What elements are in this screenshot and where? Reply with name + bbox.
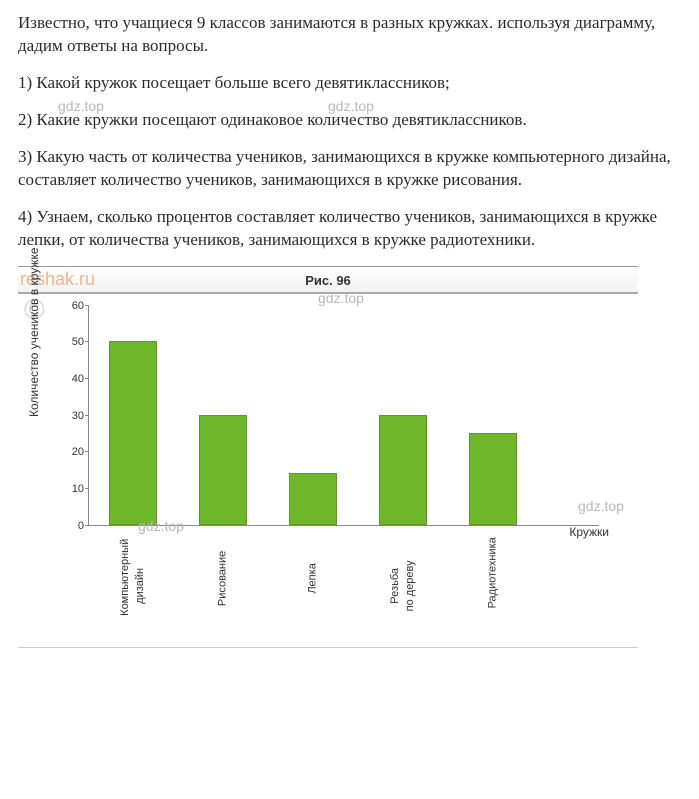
x-category-label: Лепка bbox=[306, 548, 321, 608]
y-tick-mark bbox=[85, 451, 89, 452]
chart-bar bbox=[469, 433, 517, 525]
y-tick-label: 0 bbox=[59, 519, 84, 534]
x-category-label: Радиотехника bbox=[486, 548, 501, 608]
x-category-label: Компьютерный дизайн bbox=[118, 555, 148, 615]
y-tick-label: 50 bbox=[59, 335, 84, 350]
question-1: 1) Какой кружок посещает больше всего де… bbox=[18, 72, 681, 95]
y-axis-label: Количество учеников в кружке bbox=[26, 247, 42, 417]
chart-container: reshak.ru © Рис. 96 gdz.top Кружки 01020… bbox=[18, 266, 638, 648]
chart-bar bbox=[289, 473, 337, 524]
y-tick-mark bbox=[85, 378, 89, 379]
y-tick-mark bbox=[85, 305, 89, 306]
y-tick-mark bbox=[85, 415, 89, 416]
y-tick-mark bbox=[85, 341, 89, 342]
x-axis-label: Кружки bbox=[569, 524, 609, 540]
x-category-label: Резьба по дереву bbox=[388, 555, 418, 615]
question-2: 2) Какие кружки посещают одинаковое коли… bbox=[18, 109, 681, 132]
chart-bar bbox=[109, 341, 157, 524]
y-tick-mark bbox=[85, 488, 89, 489]
chart-title: Рис. 96 bbox=[18, 267, 638, 295]
y-tick-mark bbox=[85, 525, 89, 526]
y-tick-label: 30 bbox=[59, 409, 84, 424]
question-4: 4) Узнаем, сколько процентов составляет … bbox=[18, 206, 681, 252]
y-tick-label: 60 bbox=[59, 299, 84, 314]
y-tick-label: 20 bbox=[59, 445, 84, 460]
y-tick-label: 40 bbox=[59, 372, 84, 387]
intro-text: Известно, что учащиеся 9 классов занимаю… bbox=[18, 12, 681, 58]
x-category-label: Рисование bbox=[216, 548, 231, 608]
chart-bar bbox=[379, 415, 427, 525]
question-3: 3) Какую часть от количества учеников, з… bbox=[18, 146, 681, 192]
chart-plot: Кружки 0102030405060Компьютерный дизайнР… bbox=[88, 305, 599, 526]
y-tick-label: 10 bbox=[59, 482, 84, 497]
chart-bar bbox=[199, 415, 247, 525]
